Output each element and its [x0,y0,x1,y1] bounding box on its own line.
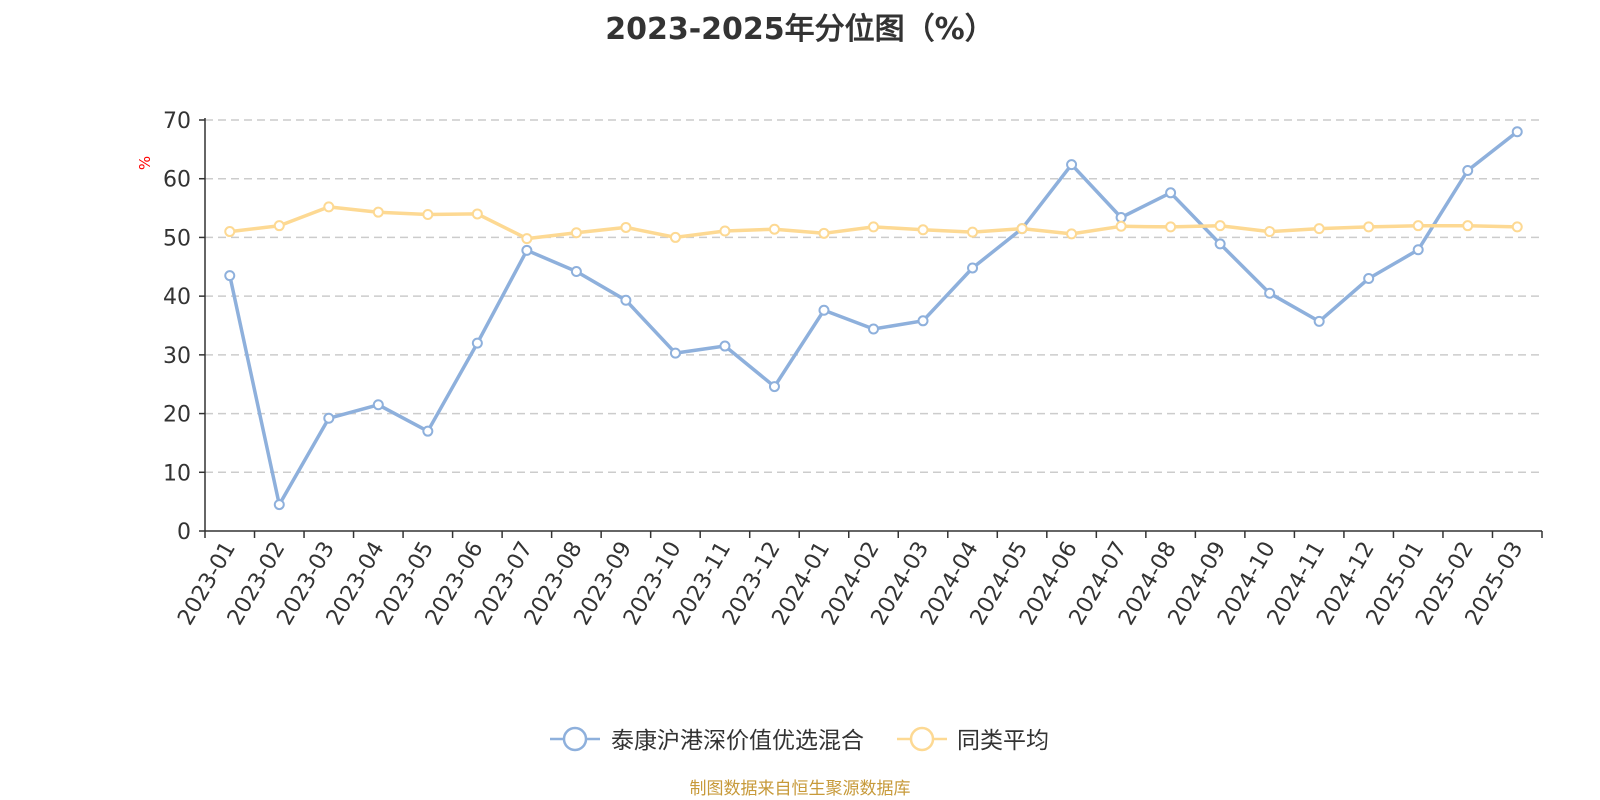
data-point [273,499,285,511]
y-tick-label: 70 [163,109,191,134]
data-point [818,304,830,316]
data-point [323,412,335,424]
data-point [967,262,979,274]
chart-title: 2023-2025年分位图（%） [605,12,995,47]
y-tick-label: 40 [163,285,191,310]
axes: 010203040506070%2023-012023-022023-03202… [136,109,1543,630]
data-point [768,381,780,393]
series-group [224,126,1523,511]
data-point [768,223,780,235]
data-point [1462,164,1474,176]
data-point [1412,220,1424,232]
series-line [228,129,1519,507]
data-point [1264,226,1276,238]
data-point [917,224,929,236]
data-point [273,220,285,232]
source-note: 制图数据来自恒生聚源数据库 [689,779,911,799]
data-point [1511,221,1523,233]
data-point [1363,273,1375,285]
data-point [719,340,731,352]
data-point [917,315,929,327]
series-lines [224,126,1523,511]
legend: 泰康沪港深价值优选混合 同类平均 [550,726,1049,754]
y-tick-label: 60 [163,168,191,193]
data-point [1511,126,1523,138]
data-point [372,399,384,411]
legend-label: 泰康沪港深价值优选混合 [611,728,864,754]
data-point [1165,221,1177,233]
data-point [224,226,236,238]
data-point [1412,244,1424,256]
legend-label: 同类平均 [957,728,1049,754]
data-point [868,323,879,335]
data-point [1165,187,1177,199]
data-point [1066,159,1078,171]
data-point [1313,223,1325,235]
data-point [719,225,731,237]
data-point [1214,238,1226,250]
legend-marker [562,726,588,752]
data-point [1363,221,1375,233]
data-point [620,221,632,233]
legend-marker [909,726,935,752]
data-point [323,201,335,213]
data-point [422,209,434,221]
data-point [224,270,236,282]
grid-lines [205,119,1542,474]
data-point [1115,220,1127,232]
y-tick-label: 20 [163,403,191,428]
data-point [570,227,582,239]
data-point [967,226,979,238]
data-point [1066,228,1078,240]
data-point [1115,211,1127,223]
data-point [669,347,681,359]
data-point [570,265,582,277]
data-point [471,208,483,220]
y-tick-label: 10 [163,461,191,486]
data-point [1462,220,1474,232]
data-point [372,206,384,218]
y-axis-unit: % [136,156,154,170]
data-point [1264,287,1276,299]
y-tick-label: 30 [163,344,191,369]
series-group [224,201,1523,245]
data-point [669,231,681,243]
data-point [868,221,879,233]
data-point [1016,223,1028,235]
y-tick-label: 50 [163,226,191,251]
data-point [1313,315,1325,327]
data-point [818,227,830,239]
data-point [1214,220,1226,232]
data-point [521,233,533,245]
data-point [422,425,434,437]
data-point [471,337,483,349]
data-point [620,294,632,306]
y-tick-label: 0 [177,520,191,545]
data-point [521,244,533,256]
